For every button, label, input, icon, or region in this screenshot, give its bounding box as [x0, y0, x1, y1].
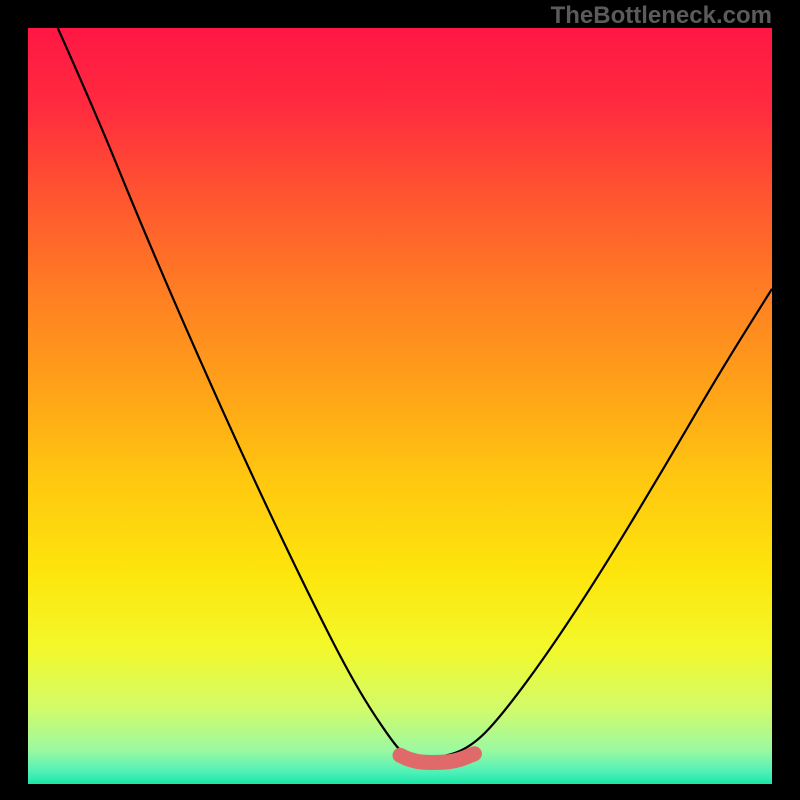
bottom-flat-segment [400, 754, 474, 763]
v-curve-path [58, 28, 772, 758]
watermark-text: TheBottleneck.com [551, 2, 772, 30]
curve-overlay [28, 28, 772, 784]
chart-plot-area [28, 28, 772, 784]
